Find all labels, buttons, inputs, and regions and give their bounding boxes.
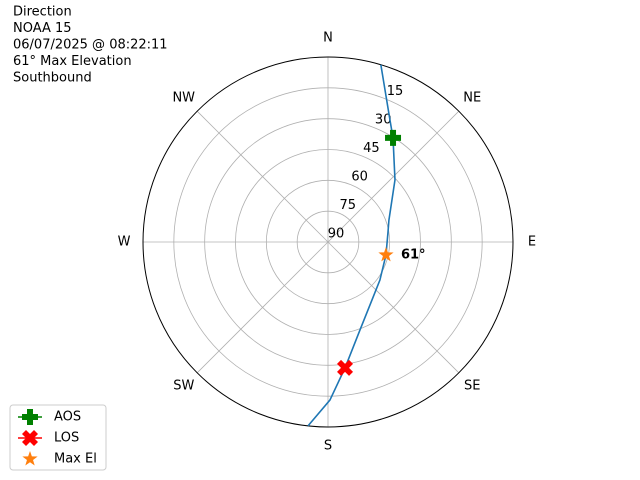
theta-tick-label: NW [172,90,195,105]
grid-ring [204,118,452,366]
title-line: 06/07/2025 @ 08:22:11 [13,38,168,53]
legend-marker [22,409,38,425]
value-label: 61° [401,247,426,262]
legend-marker [22,451,38,466]
title-line: Direction [13,5,72,20]
legend-label: AOS [54,410,81,425]
legend-marker [22,430,38,446]
r-tick-label: 45 [363,141,380,156]
theta-tick-label: W [118,235,131,250]
title-line: NOAA 15 [13,21,72,36]
title-line: Southbound [13,71,92,86]
grid-ring [265,179,391,305]
theta-tick-label: SW [173,379,194,394]
theta-tick-label: SE [464,379,480,394]
r-tick-label: 60 [351,170,368,185]
theta-tick-label: N [323,31,333,46]
marker [385,129,402,146]
legend-label: LOS [54,431,79,446]
marker [378,246,394,262]
grid-ring [296,210,360,274]
grid-ring [235,149,421,335]
theta-tick-label: E [528,235,536,250]
r-tick-label: 75 [340,198,357,213]
r-tick-label: 90 [328,227,345,242]
legend-box [9,404,107,471]
theta-tick-label: S [324,439,332,454]
title-line: 61° Max Elevation [13,54,132,69]
grid-ring [173,87,483,397]
r-tick-label: 15 [387,84,404,99]
theta-tick-label: NE [463,90,481,105]
polar-frame [142,56,514,428]
marker [337,359,354,376]
r-tick-label: 30 [375,113,392,128]
legend-label: Max El [54,452,97,467]
